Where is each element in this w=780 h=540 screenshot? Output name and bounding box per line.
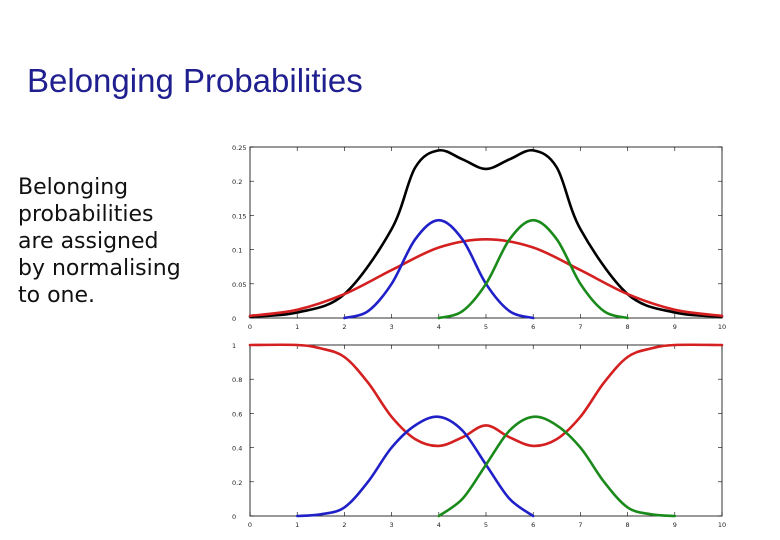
x-tick-label: 0 [248, 521, 252, 529]
body-line: are assigned [18, 229, 159, 254]
y-tick-label: 1 [232, 342, 236, 350]
x-tick-label: 7 [578, 323, 582, 331]
x-tick-label: 10 [718, 521, 726, 529]
series-line-0-3 [437, 218, 629, 320]
x-tick-label: 9 [673, 323, 677, 331]
y-tick-label: 0.8 [232, 376, 242, 384]
x-tick-label: 5 [484, 323, 488, 331]
series-line-1-1 [295, 415, 535, 518]
x-tick-label: 10 [718, 323, 726, 331]
y-tick-label: 0.4 [232, 445, 242, 453]
x-tick-label: 3 [390, 323, 394, 331]
x-tick-label: 8 [626, 521, 630, 529]
y-tick-label: 0.25 [232, 144, 246, 152]
y-tick-label: 0.6 [232, 410, 242, 418]
slide-body-text: Belonging probabilities are assigned by … [18, 174, 218, 309]
body-line: Belonging [18, 175, 129, 200]
x-tick-label: 3 [390, 521, 394, 529]
body-line: to one. [18, 283, 96, 308]
series-line-1-2 [437, 415, 677, 518]
y-tick-label: 0.2 [232, 178, 242, 186]
x-tick-label: 7 [578, 521, 582, 529]
x-tick-label: 8 [626, 323, 630, 331]
series-line-0-1 [248, 238, 724, 318]
body-line: by normalising [18, 256, 181, 281]
series-line-0-2 [343, 218, 535, 320]
x-tick-label: 6 [531, 521, 535, 529]
y-tick-label: 0.05 [232, 281, 246, 289]
x-tick-label: 6 [531, 323, 535, 331]
x-tick-label: 2 [342, 323, 346, 331]
y-tick-label: 0 [232, 513, 236, 521]
x-tick-label: 1 [295, 521, 299, 529]
x-tick-label: 1 [295, 323, 299, 331]
x-tick-label: 5 [484, 521, 488, 529]
x-tick-label: 9 [673, 521, 677, 529]
series-line-0-0 [248, 148, 724, 318]
y-tick-label: 0.1 [232, 247, 242, 255]
x-tick-label: 4 [437, 323, 441, 331]
x-tick-label: 2 [342, 521, 346, 529]
y-tick-label: 0 [232, 315, 236, 323]
x-tick-label: 4 [437, 521, 441, 529]
plot-frame [249, 146, 723, 319]
y-tick-label: 0.15 [232, 212, 246, 220]
y-tick-label: 0.2 [232, 479, 242, 487]
x-tick-label: 0 [248, 323, 252, 331]
series-line-1-0 [248, 343, 724, 448]
body-line: probabilities [18, 202, 154, 227]
plot-frame [249, 344, 723, 517]
slide-title: Belonging Probabilities [27, 62, 363, 99]
